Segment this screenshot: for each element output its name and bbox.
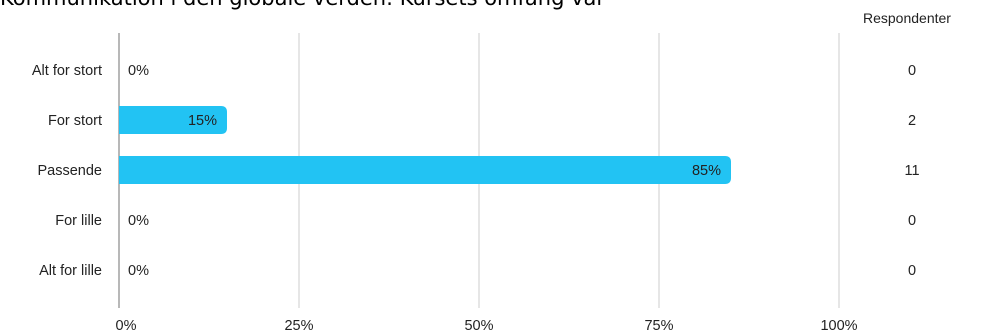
respondent-count: 2 xyxy=(908,113,916,129)
bar-value-label: 0% xyxy=(128,63,149,79)
respondent-count: 0 xyxy=(908,263,916,279)
x-tick-label: 25% xyxy=(284,318,313,334)
bar-for-stort xyxy=(119,106,227,134)
x-tick-label: 100% xyxy=(820,318,857,334)
category-label: Alt for lille xyxy=(39,263,102,279)
category-label: For lille xyxy=(55,213,102,229)
x-tick-label: 0% xyxy=(116,318,137,334)
bar-layer xyxy=(119,106,731,184)
bar-passende xyxy=(119,156,731,184)
x-tick-label: 50% xyxy=(464,318,493,334)
label-layer: 0% 25% 50% 75% 100% Alt for stort 0% 0 For stort… xyxy=(32,63,920,334)
bar-value-label: 0% xyxy=(128,213,149,229)
respondent-count: 0 xyxy=(908,63,916,79)
respondent-count: 0 xyxy=(908,213,916,229)
x-tick-label: 75% xyxy=(644,318,673,334)
respondent-count: 11 xyxy=(904,163,919,179)
category-label: For stort xyxy=(48,113,102,129)
page-title: Kommunikation i den globale verden: Kurs… xyxy=(0,0,605,10)
bar-value-label: 15% xyxy=(188,113,217,129)
category-label: Passende xyxy=(38,163,103,179)
category-label: Alt for stort xyxy=(32,63,102,79)
bar-value-label: 85% xyxy=(692,163,721,179)
bar-value-label: 0% xyxy=(128,263,149,279)
respondents-header: Respondenter xyxy=(863,10,951,26)
